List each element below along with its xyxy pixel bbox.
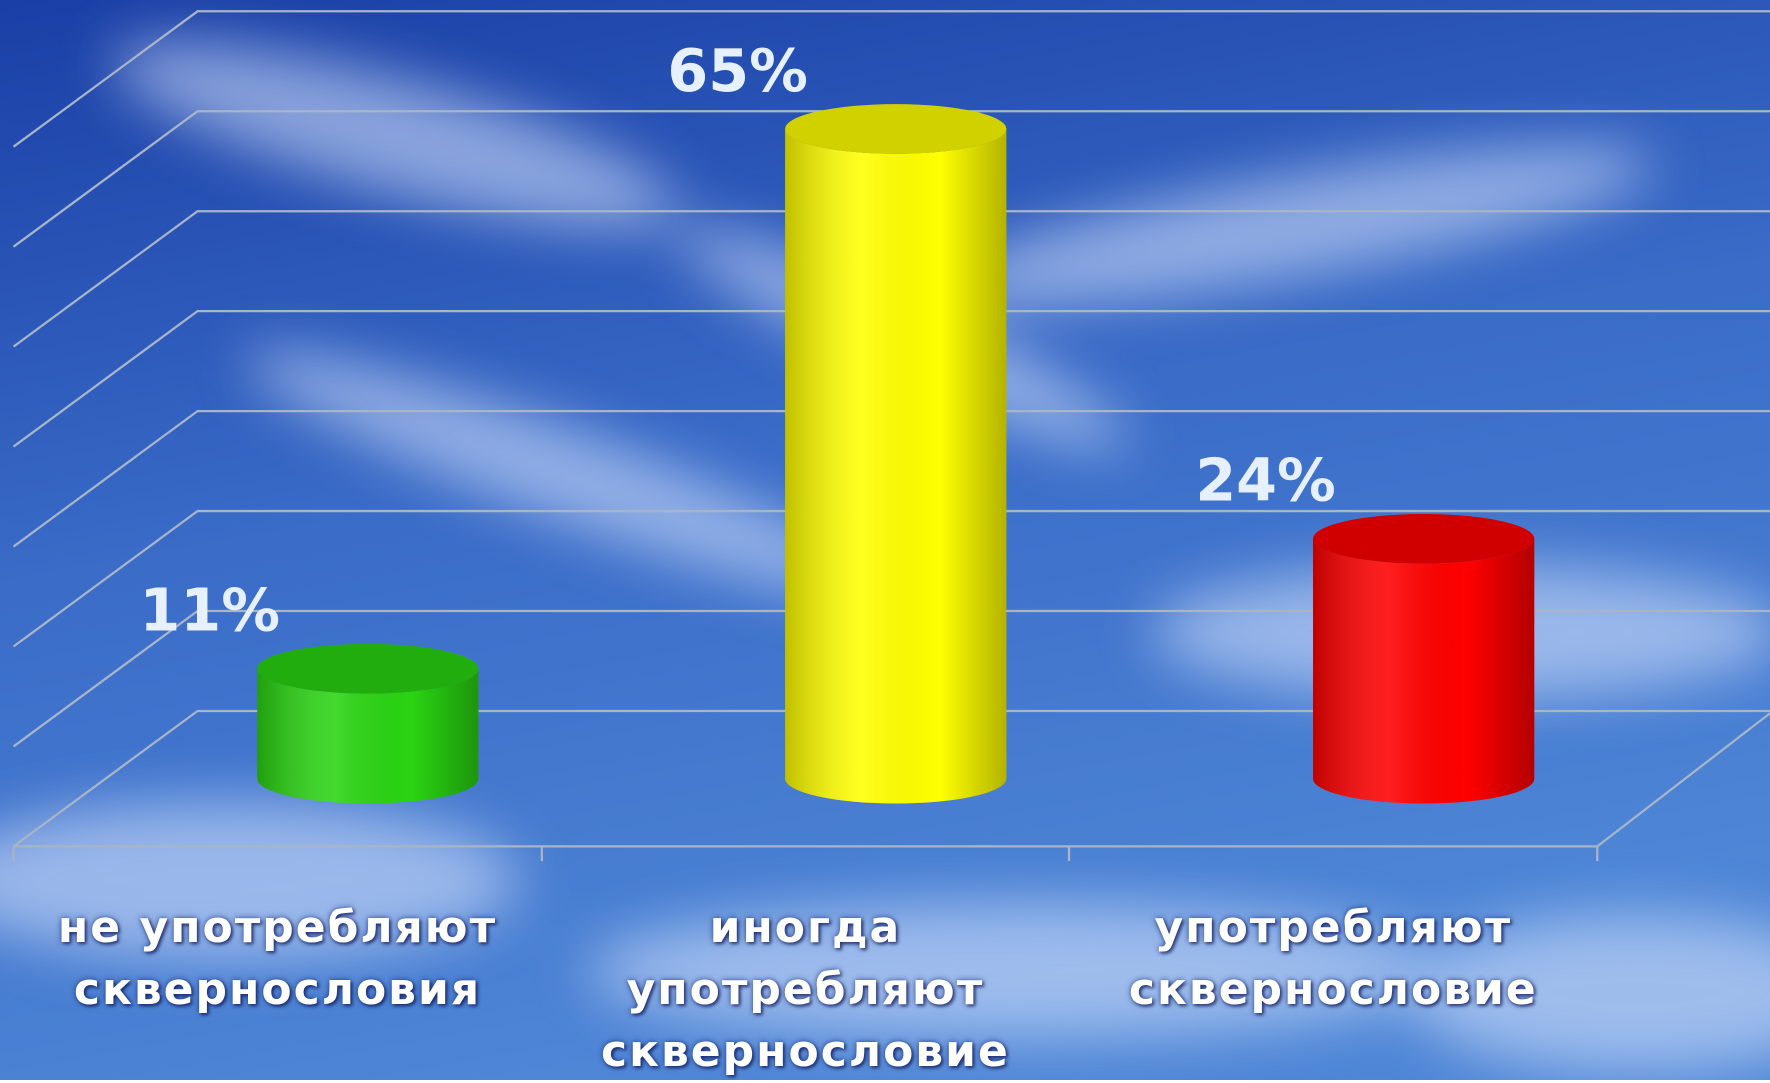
bar (1313, 514, 1534, 804)
bar-top-shade (1313, 514, 1534, 564)
bar (785, 104, 1006, 803)
page: 11%65%24% (() => { const data = JSON.par… (0, 0, 1770, 1080)
x-tick-label: употребляют сквернословие (1093, 897, 1573, 1021)
bar (257, 644, 478, 804)
bar-shade (1313, 539, 1534, 804)
value-label: 24% (1195, 447, 1336, 515)
x-tick-label: не употребляют сквернословия (38, 897, 518, 1021)
value-label: 65% (667, 37, 808, 105)
bar-top-shade (785, 104, 1006, 154)
bar-top-shade (257, 644, 478, 694)
bar-shade (785, 129, 1006, 804)
value-label: 11% (140, 577, 281, 645)
x-tick-label: иногда употребляют сквернословие (565, 897, 1045, 1083)
